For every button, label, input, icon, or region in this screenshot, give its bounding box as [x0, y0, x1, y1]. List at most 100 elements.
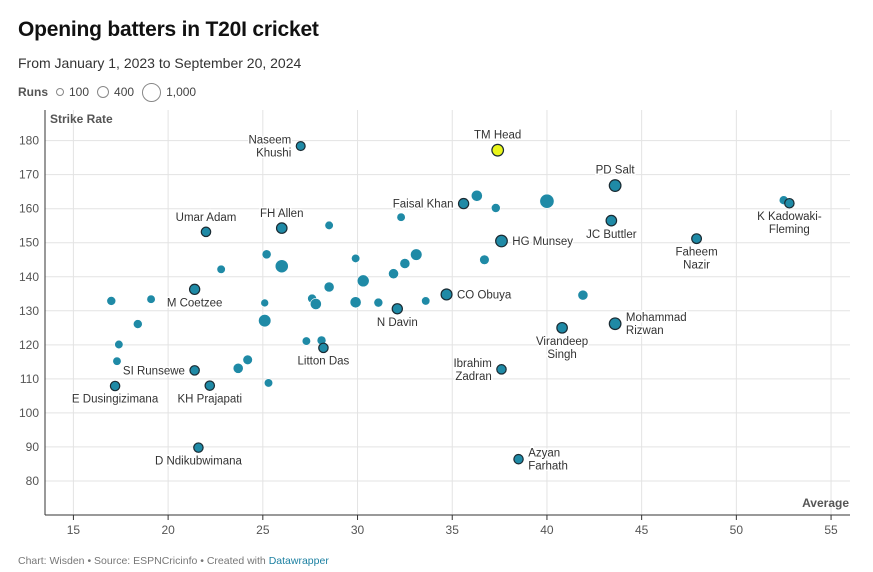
footer-source: Chart: Wisden • Source: ESPNCricinfo • C…	[18, 555, 269, 567]
legend-item-label: 100	[69, 85, 90, 99]
data-point	[356, 274, 370, 288]
point-label: HG Munsey	[512, 236, 573, 248]
data-point	[109, 380, 121, 392]
data-point	[232, 362, 244, 374]
data-point	[318, 342, 329, 354]
legend-item-label: 400	[114, 85, 135, 99]
y-tick-label: 180	[19, 134, 39, 148]
point-label: TM Head	[474, 129, 521, 141]
data-point	[457, 197, 470, 210]
x-axis-label: Average	[802, 496, 849, 510]
x-tick-label: 35	[446, 523, 460, 537]
data-point	[295, 141, 306, 152]
legend-circle-icon	[142, 82, 162, 102]
point-label: Naseem Khushi	[248, 135, 291, 160]
x-tick-label: 50	[730, 523, 744, 537]
data-point	[440, 288, 453, 301]
point-label: SI Runsewe	[123, 365, 185, 377]
data-point	[388, 268, 399, 280]
data-point	[691, 233, 703, 245]
y-tick-label: 100	[19, 406, 39, 420]
point-label: M Coetzee	[167, 297, 223, 309]
data-point	[106, 296, 117, 306]
y-tick-label: 90	[26, 440, 40, 454]
data-point	[391, 303, 403, 315]
data-point	[260, 298, 269, 308]
data-point	[491, 143, 505, 157]
data-point	[146, 294, 156, 304]
legend-circle-icon	[56, 88, 64, 96]
x-tick-label: 30	[351, 523, 365, 537]
x-tick-label: 20	[161, 523, 175, 537]
x-tick-label: 40	[540, 523, 554, 537]
data-point	[577, 289, 589, 301]
data-point	[324, 220, 334, 230]
x-tick-label: 15	[67, 523, 81, 537]
data-point	[396, 212, 406, 222]
y-tick-label: 150	[19, 236, 39, 250]
point-label: Faisal Khan	[393, 199, 454, 211]
data-point	[263, 378, 274, 388]
x-tick-label: 45	[635, 523, 649, 537]
point-label: Umar Adam	[176, 212, 237, 224]
size-legend: Runs 100 400 1,000	[18, 82, 204, 102]
data-point	[204, 380, 216, 391]
point-label: E Dusingizimana	[72, 394, 159, 406]
point-label: Azyan Farhath	[528, 448, 568, 473]
y-tick-label: 110	[20, 372, 39, 386]
data-point	[261, 249, 272, 260]
data-point	[399, 258, 411, 269]
point-label: FH Allen	[260, 208, 303, 220]
data-point	[301, 336, 311, 346]
legend-circle-icon	[97, 86, 110, 98]
data-point	[200, 226, 212, 238]
point-label: Mohammad Rizwan	[626, 312, 687, 337]
legend-item-1000: 1,000	[142, 82, 197, 102]
data-point	[608, 317, 622, 331]
data-point	[112, 356, 122, 366]
y-tick-label: 120	[19, 338, 39, 352]
data-point	[608, 179, 622, 192]
y-tick-label: 80	[26, 474, 40, 488]
point-label: JC Buttler	[586, 229, 637, 241]
data-point	[188, 283, 201, 296]
chart-footer: Chart: Wisden • Source: ESPNCricinfo • C…	[18, 555, 329, 567]
y-tick-label: 170	[19, 168, 39, 182]
data-point	[258, 314, 272, 328]
data-point	[373, 297, 384, 308]
data-point	[495, 234, 508, 248]
legend-label: Runs	[18, 85, 48, 99]
data-point	[132, 319, 143, 329]
data-point	[784, 197, 795, 209]
datawrapper-link[interactable]: Datawrapper	[268, 555, 329, 567]
legend-item-400: 400	[97, 85, 134, 99]
point-label: Faheem Nazir	[675, 246, 717, 271]
x-tick-label: 55	[824, 523, 838, 537]
data-point	[216, 264, 226, 274]
data-point	[351, 253, 361, 263]
data-point	[274, 259, 289, 274]
y-tick-label: 160	[19, 202, 39, 216]
chart-subtitle: From January 1, 2023 to September 20, 20…	[18, 55, 302, 71]
data-point	[114, 339, 124, 350]
point-label: PD Salt	[596, 165, 636, 177]
data-point	[410, 248, 423, 261]
point-label: K Kadowaki-Fleming	[757, 211, 822, 236]
point-label: D Ndikubwimana	[155, 455, 243, 467]
point-label: N Davin	[377, 317, 418, 329]
point-label: CO Obuya	[457, 289, 512, 301]
point-label: Virandeep Singh	[536, 336, 588, 361]
data-point	[349, 296, 362, 309]
data-point	[470, 189, 483, 202]
data-point	[490, 203, 501, 213]
point-label: Litton Das	[298, 356, 350, 368]
data-point	[421, 296, 431, 306]
data-point	[605, 214, 618, 227]
legend-item-100: 100	[56, 85, 89, 99]
y-axis-label: Strike Rate	[50, 112, 113, 126]
point-label: Ibrahim Zadran	[453, 358, 491, 383]
data-point	[242, 354, 253, 365]
data-point	[193, 442, 204, 453]
data-point	[556, 321, 568, 334]
legend-item-label: 1,000	[166, 85, 197, 99]
